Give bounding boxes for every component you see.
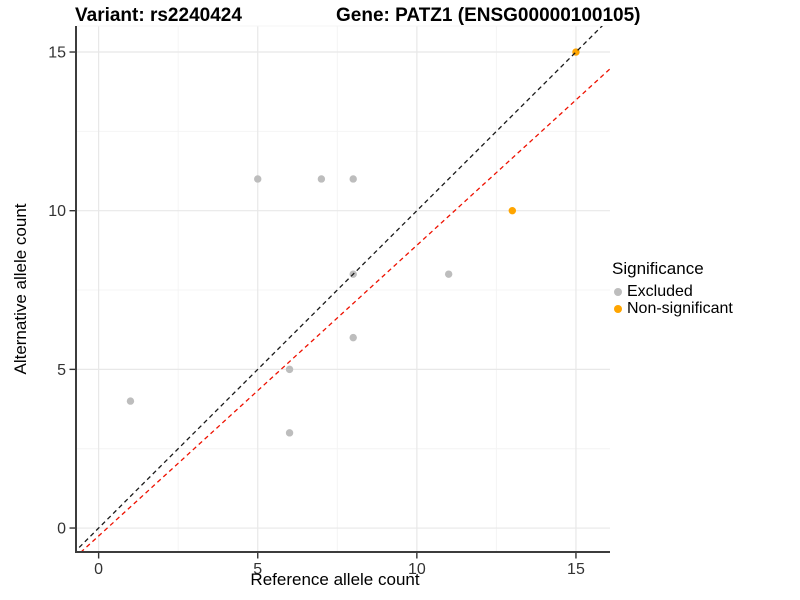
plot-title-variant: Variant: rs2240424	[75, 5, 242, 26]
x-tick-label: 5	[253, 561, 262, 578]
data-point-excluded	[349, 333, 357, 342]
data-point-excluded	[126, 397, 135, 405]
y-axis-title: Alternative allele count	[11, 203, 30, 375]
data-point-non-significant	[508, 206, 517, 215]
fit-line	[80, 67, 610, 552]
data-point-excluded	[444, 270, 453, 278]
identity-line	[77, 26, 603, 551]
data-point-excluded	[349, 175, 357, 183]
y-tick-label: 15	[48, 45, 66, 62]
x-tick-label: 10	[408, 561, 426, 578]
legend-item-excluded: Excluded	[612, 283, 733, 300]
data-point-excluded	[254, 175, 262, 183]
data-point-excluded	[317, 175, 326, 183]
x-axis-title: Reference allele count	[250, 570, 420, 589]
legend-items: Excluded Non-significant	[612, 283, 733, 317]
legend-label: Non-significant	[627, 299, 733, 317]
legend-item-non-significant: Non-significant	[612, 300, 733, 317]
x-tick-label: 15	[567, 561, 585, 578]
data-point-excluded	[285, 429, 294, 437]
legend-point-icon	[614, 304, 622, 313]
legend: Significance Excluded Non-significant	[612, 259, 733, 317]
y-tick-label: 0	[57, 521, 66, 538]
plot-title-gene: Gene: PATZ1 (ENSG00000100105)	[336, 5, 641, 26]
data-point-excluded	[285, 365, 294, 374]
legend-point-icon	[614, 287, 622, 296]
legend-label: Excluded	[627, 282, 693, 300]
y-tick-label: 10	[48, 203, 66, 220]
y-tick-label: 5	[57, 362, 66, 379]
legend-title: Significance	[612, 259, 704, 278]
x-tick-label: 0	[94, 561, 103, 578]
